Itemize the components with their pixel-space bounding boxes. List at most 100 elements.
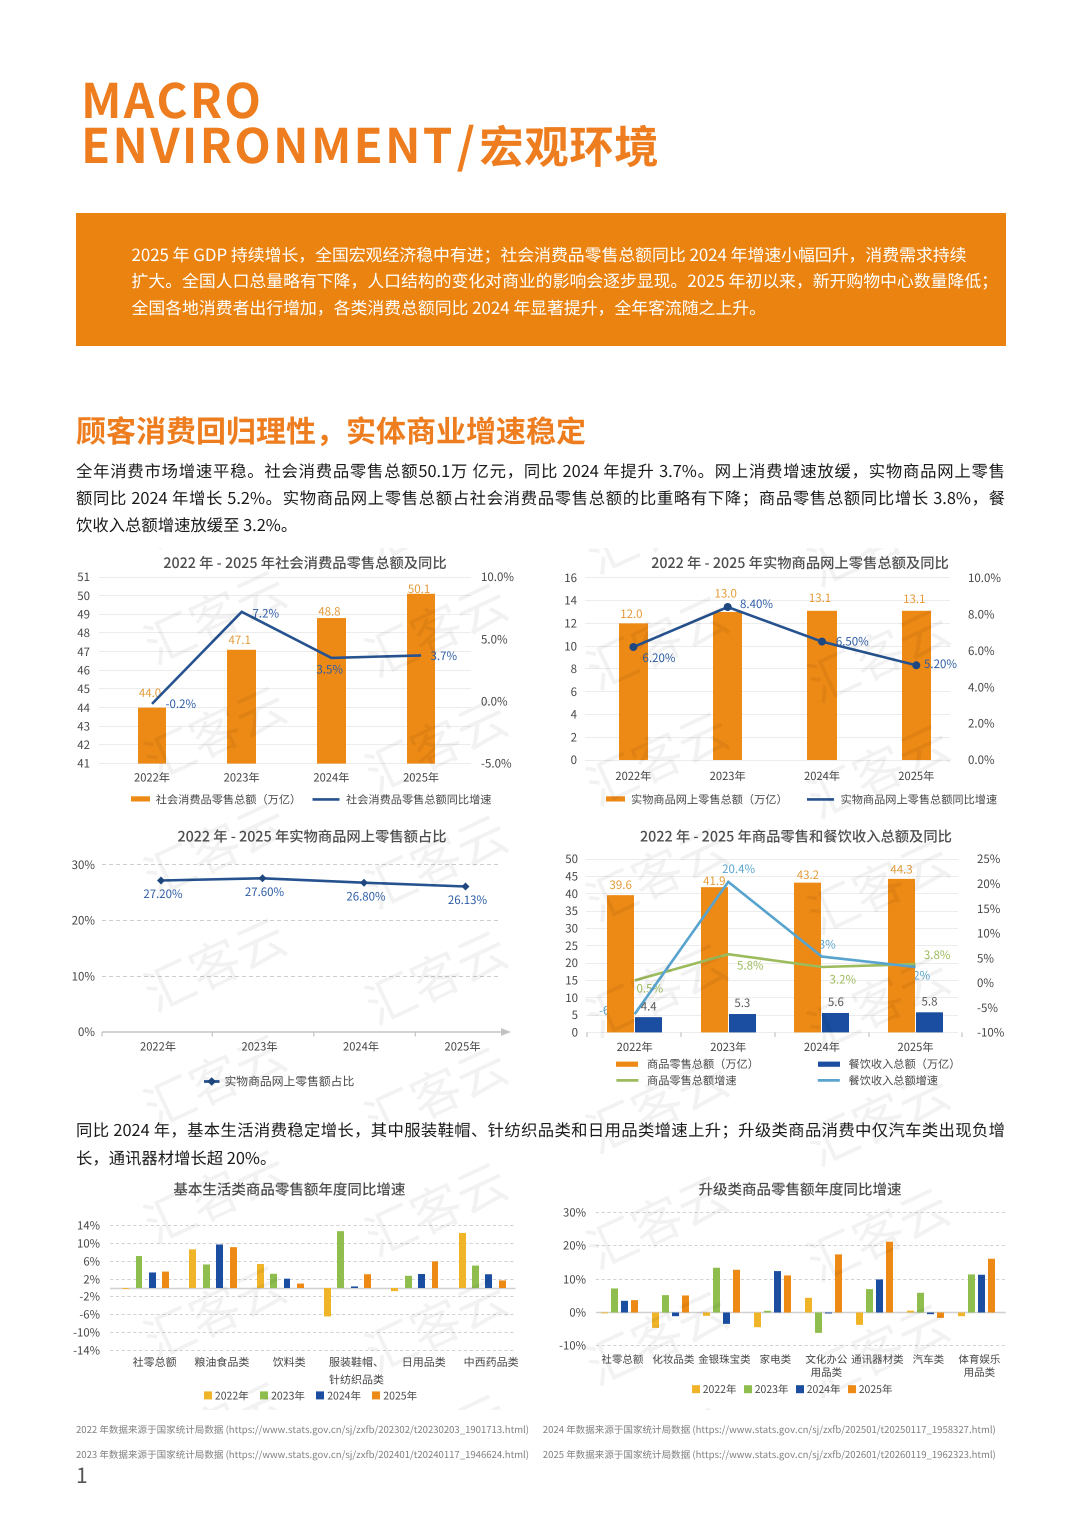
svg-text:10.0%: 10.0% [968, 570, 1001, 586]
svg-text:社零总额: 社零总额 [133, 1354, 177, 1370]
svg-text:汇客云: 汇客云 [573, 0, 739, 9]
svg-text:44.0: 44.0 [139, 685, 161, 701]
svg-text:5.0%: 5.0% [481, 631, 508, 647]
svg-text:13.0: 13.0 [715, 585, 737, 601]
svg-text:50.1: 50.1 [408, 581, 430, 597]
svg-text:26.13%: 26.13% [448, 892, 488, 908]
svg-text:3.8%: 3.8% [924, 947, 951, 963]
svg-text:金银珠宝类: 金银珠宝类 [698, 1352, 751, 1367]
svg-text:48.8: 48.8 [318, 604, 340, 620]
svg-text:41.9: 41.9 [703, 873, 725, 889]
svg-text:-10%: -10% [559, 1338, 586, 1354]
svg-text:2023年: 2023年 [710, 1039, 746, 1055]
svg-text:2022年: 2022年 [215, 1388, 249, 1403]
svg-text:13.1: 13.1 [903, 591, 925, 607]
svg-text:体育娱乐: 体育娱乐 [958, 1352, 1000, 1367]
svg-text:25%: 25% [977, 851, 1001, 867]
svg-text:0: 0 [571, 752, 577, 768]
svg-text:10%: 10% [72, 968, 96, 984]
svg-text:4.4: 4.4 [641, 998, 658, 1014]
svg-text:2025年: 2025年 [898, 768, 934, 784]
svg-text:2025年: 2025年 [403, 770, 439, 786]
svg-text:汇客云: 汇客云 [0, 190, 76, 319]
svg-text:汇客云: 汇客云 [131, 1477, 297, 1527]
svg-text:服装鞋帽、: 服装鞋帽、 [329, 1354, 384, 1370]
svg-text:6.0%: 6.0% [968, 643, 995, 659]
svg-text:14: 14 [564, 593, 577, 609]
svg-text:2023年: 2023年 [241, 1039, 277, 1055]
svg-text:-10%: -10% [73, 1325, 100, 1341]
svg-text:51: 51 [77, 569, 90, 585]
svg-text:5.3: 5.3 [734, 995, 750, 1011]
svg-text:41: 41 [77, 756, 90, 772]
svg-text:汇客云: 汇客云 [794, 1515, 960, 1527]
svg-text:5.8%: 5.8% [737, 958, 764, 974]
svg-text:文化办公: 文化办公 [805, 1352, 847, 1367]
svg-text:30%: 30% [72, 857, 96, 873]
svg-text:48: 48 [77, 625, 90, 641]
svg-text:社会消费品零售总额同比增速: 社会消费品零售总额同比增速 [346, 791, 491, 807]
svg-text:2022年: 2022年 [617, 1039, 653, 1055]
svg-text:0: 0 [572, 1025, 578, 1041]
svg-text:10.0%: 10.0% [481, 569, 514, 585]
svg-text:2022年: 2022年 [134, 770, 170, 786]
svg-text:30%: 30% [563, 1205, 586, 1221]
svg-text:5%: 5% [977, 950, 994, 966]
svg-text:2025年: 2025年 [444, 1039, 480, 1055]
svg-text:基本生活类商品零售额年度同比增速: 基本生活类商品零售额年度同比增速 [173, 1178, 405, 1199]
svg-text:27.60%: 27.60% [245, 884, 285, 900]
svg-text:5: 5 [572, 1007, 578, 1023]
svg-text:2024年: 2024年 [343, 1039, 379, 1055]
svg-text:-0.2%: -0.2% [166, 696, 197, 712]
svg-text:12.0: 12.0 [620, 606, 642, 622]
svg-text:2%: 2% [83, 1272, 100, 1288]
svg-text:47: 47 [77, 644, 90, 660]
svg-text:15: 15 [565, 973, 578, 989]
svg-text:13.1: 13.1 [809, 590, 831, 606]
svg-text:20%: 20% [72, 913, 96, 929]
svg-text:39.6: 39.6 [610, 877, 632, 893]
svg-text:-10%: -10% [977, 1025, 1005, 1041]
svg-text:化妆品类: 化妆品类 [652, 1352, 694, 1367]
svg-text:汇客云: 汇客云 [0, 0, 76, 87]
svg-text:10: 10 [564, 638, 577, 654]
svg-text:6.20%: 6.20% [643, 650, 676, 666]
svg-text:20%: 20% [977, 876, 1001, 892]
svg-text:2: 2 [571, 729, 577, 745]
svg-text:汇客云: 汇客云 [0, 306, 76, 435]
svg-text:10: 10 [565, 990, 578, 1006]
svg-text:日用品类: 日用品类 [402, 1354, 446, 1370]
svg-text:-6%: -6% [79, 1307, 100, 1323]
svg-text:5.8: 5.8 [922, 993, 938, 1009]
svg-text:44.3: 44.3 [890, 861, 912, 877]
svg-text:0%: 0% [78, 1024, 95, 1040]
svg-text:商品零售总额（万亿）: 商品零售总额（万亿） [647, 1056, 759, 1072]
svg-text:通讯器材类: 通讯器材类 [851, 1352, 904, 1367]
svg-text:汽车类: 汽车类 [913, 1352, 945, 1367]
svg-text:2022年: 2022年 [140, 1039, 176, 1055]
svg-text:20.4%: 20.4% [722, 861, 755, 877]
svg-text:汇客云: 汇客云 [0, 422, 76, 551]
svg-text:饮料类: 饮料类 [273, 1354, 306, 1370]
svg-text:粮油食品类: 粮油食品类 [194, 1354, 249, 1370]
svg-text:2024年: 2024年 [804, 768, 840, 784]
svg-text:42: 42 [77, 737, 90, 753]
svg-text:10%: 10% [563, 1272, 586, 1288]
svg-text:50: 50 [565, 851, 578, 867]
svg-text:14%: 14% [77, 1218, 100, 1234]
svg-text:2023年: 2023年 [710, 768, 746, 784]
svg-text:2025年: 2025年 [897, 1039, 933, 1055]
svg-text:汇客云: 汇客云 [794, 0, 960, 22]
svg-text:2024年: 2024年 [807, 1382, 841, 1397]
svg-text:3.5%: 3.5% [316, 662, 343, 678]
svg-text:20: 20 [565, 955, 578, 971]
svg-text:8.0%: 8.0% [968, 606, 995, 622]
svg-text:25: 25 [565, 938, 578, 954]
svg-text:20%: 20% [563, 1238, 586, 1254]
svg-text:6.50%: 6.50% [836, 633, 869, 649]
svg-text:5.6: 5.6 [828, 994, 844, 1010]
svg-text:实物商品网上零售额占比: 实物商品网上零售额占比 [225, 1073, 355, 1090]
svg-text:2025年: 2025年 [859, 1382, 893, 1397]
svg-text:实物商品网上零售总额同比增速: 实物商品网上零售总额同比增速 [841, 791, 998, 807]
svg-text:16: 16 [564, 570, 577, 586]
